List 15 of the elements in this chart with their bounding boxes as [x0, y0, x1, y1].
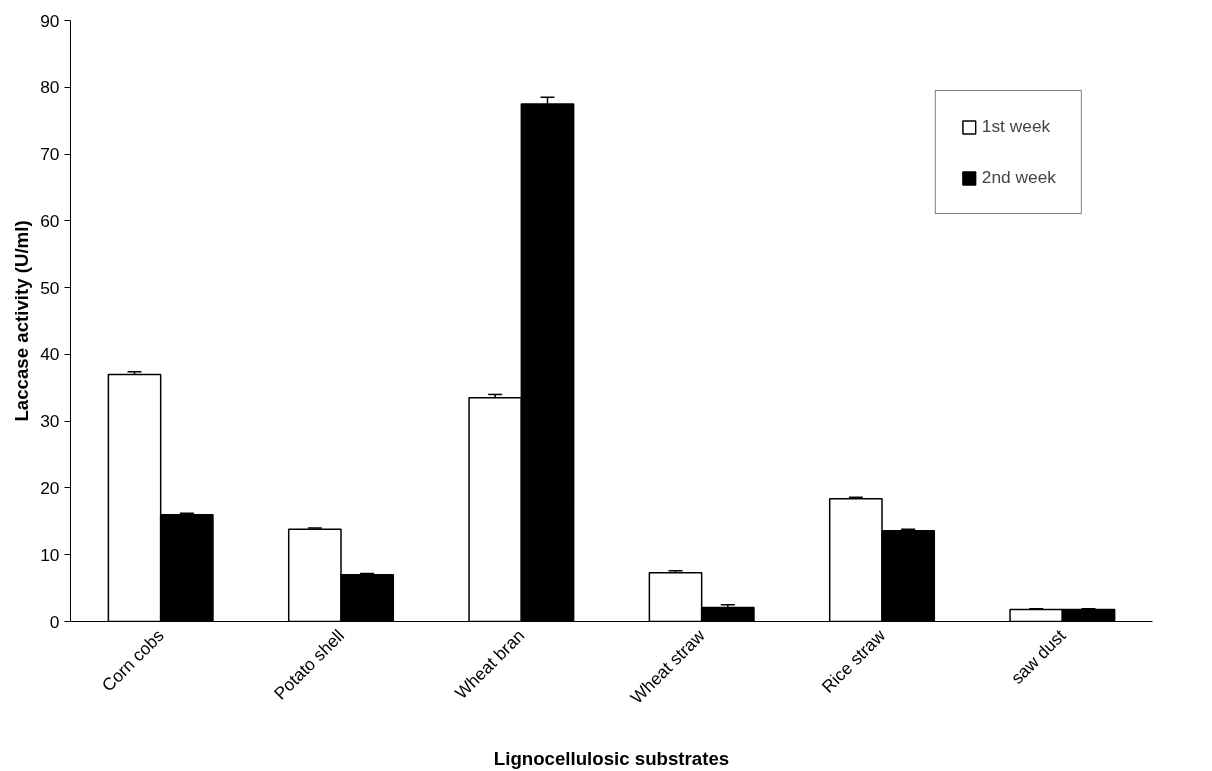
y-tick-label: 30: [40, 411, 60, 432]
y-tick-label: 90: [40, 10, 60, 31]
y-tick-label: 20: [40, 477, 60, 498]
y-axis-title: Laccase activity (U/ml): [11, 220, 33, 422]
y-tick-label: 60: [40, 210, 60, 231]
y-tick-label: 80: [40, 77, 60, 98]
legend-label: 2nd week: [981, 167, 1056, 188]
y-tick-label: 10: [40, 544, 60, 565]
y-tick-label: 0: [49, 611, 60, 632]
x-axis-title: Lignocellulosic substrates: [493, 747, 730, 769]
y-tick-label: 70: [40, 144, 60, 165]
legend-label: 1st week: [981, 116, 1051, 137]
y-tick-label: 40: [40, 344, 60, 365]
x-tick-label: saw dust: [1006, 625, 1070, 688]
y-tick-label: 50: [40, 277, 60, 298]
